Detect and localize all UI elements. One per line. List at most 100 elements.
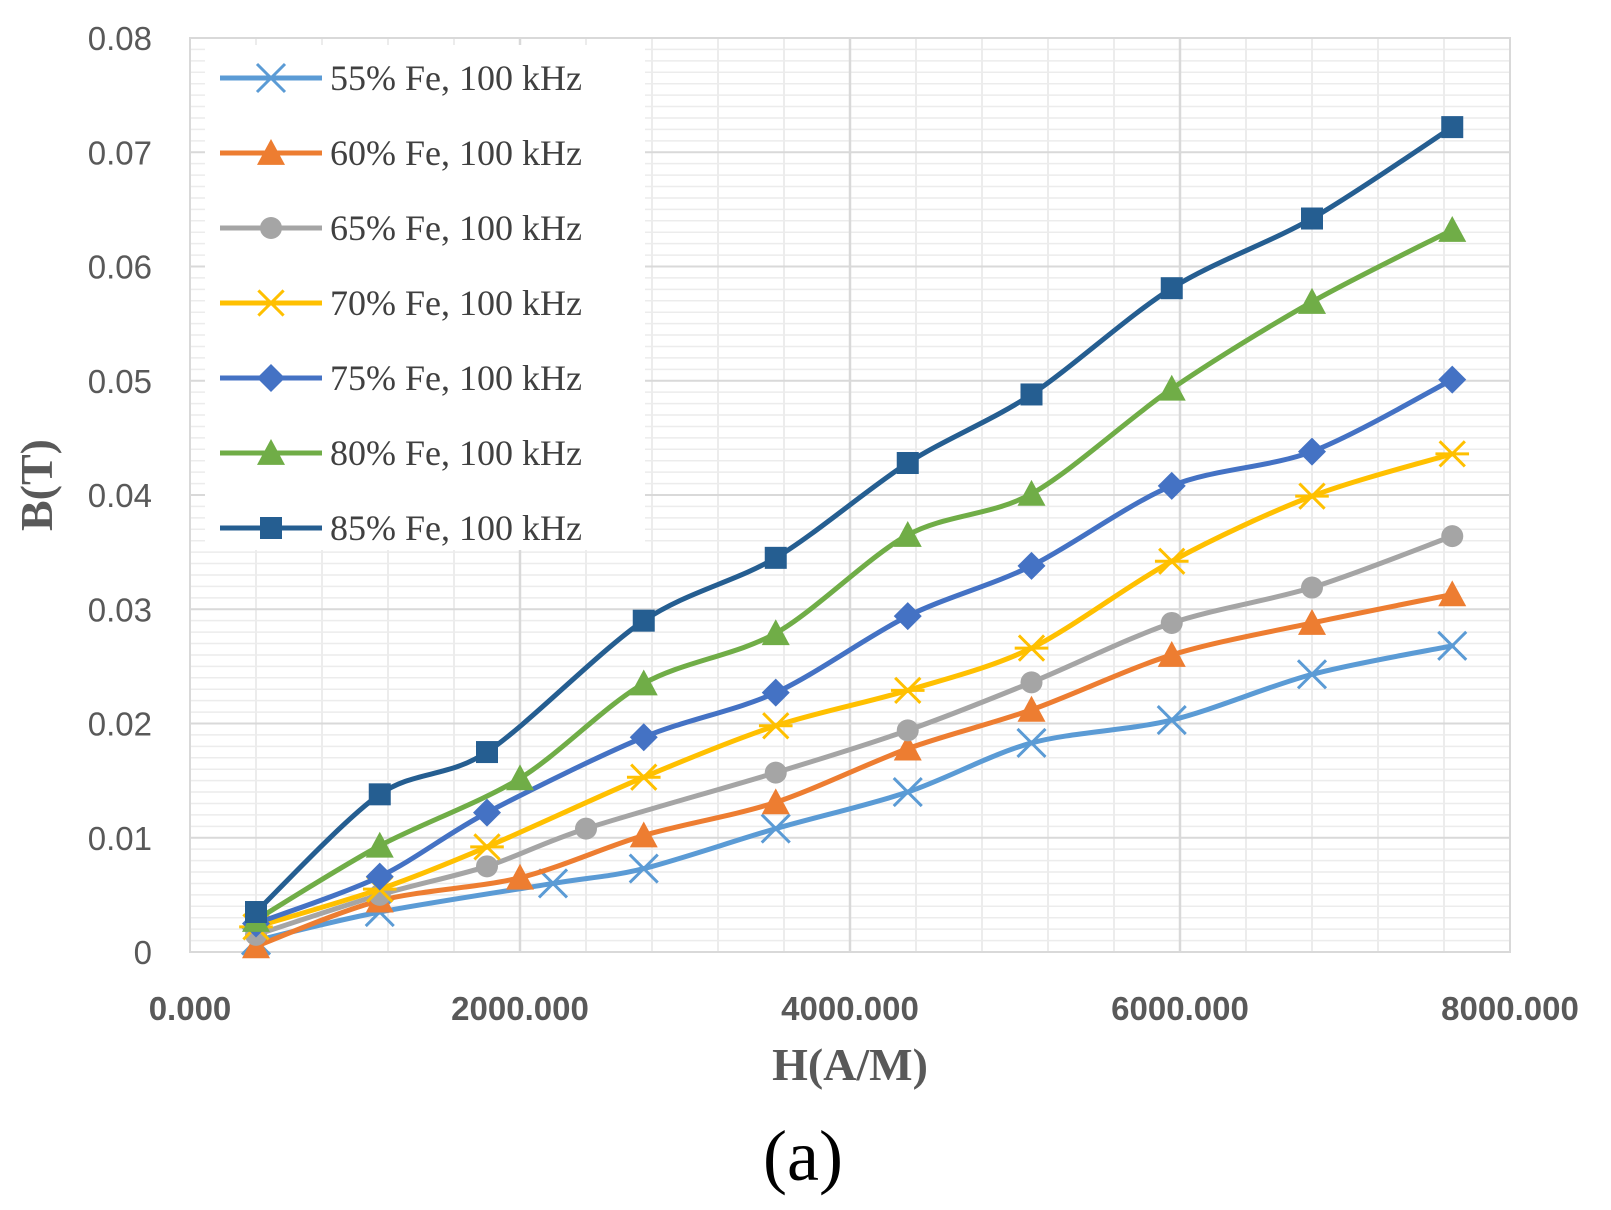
- data-point: [575, 817, 597, 840]
- data-point: [1017, 479, 1046, 506]
- data-point: [1301, 576, 1323, 599]
- data-point: [1157, 374, 1186, 401]
- x-axis-title: H(A/M): [772, 1039, 928, 1090]
- legend-label: 55% Fe, 100 kHz: [330, 58, 582, 98]
- plot-area-border: [189, 37, 1511, 953]
- data-point: [761, 678, 790, 707]
- data-point: [1154, 547, 1189, 575]
- series-85-fe: [245, 116, 1464, 924]
- y-tick-label: 0: [134, 934, 152, 971]
- legend-label: 70% Fe, 100 kHz: [330, 283, 582, 323]
- data-point: [628, 853, 659, 884]
- y-tick-label: 0.07: [88, 134, 152, 171]
- data-point: [1020, 383, 1043, 406]
- legend-marker: [260, 517, 282, 539]
- data-point: [245, 901, 267, 924]
- series-layer: [239, 116, 1470, 959]
- data-point: [1441, 525, 1464, 548]
- series-75-fe: [242, 365, 1467, 938]
- data-point: [764, 761, 787, 784]
- legend-entry: 75% Fe, 100 kHz: [220, 358, 582, 398]
- y-tick-label: 0.08: [88, 20, 152, 57]
- legend-marker: [260, 217, 282, 239]
- data-point: [1017, 551, 1046, 580]
- data-point: [1435, 440, 1470, 468]
- data-point: [893, 520, 922, 547]
- x-tick-label: 6000.000: [1111, 990, 1249, 1027]
- data-point: [1301, 207, 1323, 230]
- legend-marker: [254, 289, 288, 317]
- data-point: [476, 741, 498, 764]
- legend-label: 85% Fe, 100 kHz: [330, 508, 582, 548]
- data-point: [1298, 608, 1326, 635]
- series-line: [253, 227, 1455, 923]
- data-point: [368, 783, 391, 806]
- data-point: [1298, 437, 1326, 466]
- data-point: [1438, 365, 1467, 394]
- data-point: [758, 712, 793, 740]
- legend-entry: 55% Fe, 100 kHz: [220, 58, 582, 98]
- legend-label: 65% Fe, 100 kHz: [330, 208, 582, 248]
- data-point: [1438, 215, 1467, 242]
- data-point: [1157, 640, 1186, 667]
- data-point: [1017, 695, 1046, 722]
- data-point: [1016, 727, 1047, 758]
- data-point: [761, 619, 790, 646]
- data-point: [896, 719, 919, 742]
- data-point: [632, 609, 655, 632]
- data-point: [1157, 471, 1186, 500]
- legend-entry: 70% Fe, 100 kHz: [220, 283, 582, 323]
- legend-marker: [257, 364, 285, 392]
- data-point: [1160, 277, 1183, 300]
- legend: 55% Fe, 100 kHz 60% Fe, 100 kHz 65% Fe, 10…: [220, 58, 582, 548]
- data-point: [892, 776, 923, 808]
- data-point: [1438, 580, 1467, 607]
- data-point: [893, 734, 922, 761]
- data-point: [896, 452, 919, 475]
- series-line: [253, 643, 1455, 944]
- data-point: [476, 855, 498, 878]
- series-70-fe: [239, 440, 1470, 941]
- series-line: [253, 124, 1455, 915]
- y-tick-label: 0.03: [88, 591, 152, 628]
- data-point: [764, 546, 787, 569]
- legend-entry: 60% Fe, 100 kHz: [220, 133, 582, 173]
- legend-entry: 85% Fe, 100 kHz: [220, 508, 582, 548]
- data-point: [893, 602, 922, 631]
- data-point: [1441, 116, 1464, 139]
- y-axis-ticks: 0 0.01 0.02 0.03 0.04 0.05 0.06 0.07 0.08: [88, 20, 152, 971]
- data-point: [629, 669, 658, 696]
- data-point: [506, 863, 534, 890]
- legend-marker: [255, 62, 287, 94]
- data-point: [1014, 634, 1049, 662]
- legend-entry: 65% Fe, 100 kHz: [220, 208, 582, 248]
- series-55-fe: [240, 630, 1468, 956]
- x-tick-label: 4000.000: [781, 990, 919, 1027]
- data-point: [537, 868, 569, 899]
- data-point: [1295, 482, 1329, 510]
- x-tick-label: 8000.000: [1441, 990, 1579, 1027]
- data-point: [1020, 671, 1043, 694]
- data-point: [1437, 630, 1468, 661]
- data-point: [1156, 705, 1187, 736]
- legend-marker: [257, 139, 285, 165]
- figure-caption: (a): [763, 1116, 843, 1196]
- data-point: [626, 763, 661, 791]
- y-tick-label: 0.06: [88, 249, 152, 286]
- legend-label: 80% Fe, 100 kHz: [330, 433, 582, 473]
- series-line: [253, 533, 1455, 938]
- data-point: [1298, 287, 1326, 314]
- data-point: [629, 723, 658, 752]
- legend-entry: 80% Fe, 100 kHz: [220, 433, 582, 473]
- data-point: [760, 813, 791, 844]
- y-tick-label: 0.02: [88, 706, 152, 743]
- x-axis-ticks: 0.000 2000.000 4000.000 6000.000 8000.000: [149, 990, 1579, 1027]
- x-tick-label: 0.000: [149, 990, 232, 1027]
- series-line: [253, 377, 1455, 926]
- legend-label: 75% Fe, 100 kHz: [330, 358, 582, 398]
- data-point: [506, 764, 534, 791]
- data-point: [1160, 611, 1183, 634]
- x-tick-label: 2000.000: [451, 990, 589, 1027]
- legend-label: 60% Fe, 100 kHz: [330, 133, 582, 173]
